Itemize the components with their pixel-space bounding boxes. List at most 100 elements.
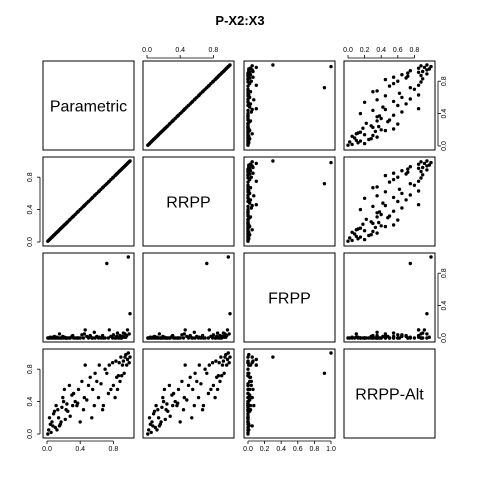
point-rrpp-alt-vs-rrpp	[203, 367, 207, 371]
point-rrpp-alt-vs-rrpp	[148, 422, 152, 426]
point-rrpp-alt-vs-rrpp	[224, 352, 228, 357]
point-frpp-vs-rrpp-alt	[416, 328, 421, 332]
point-rrpp-alt-vs-rrpp	[209, 387, 213, 392]
point-frpp-vs-rrpp-alt	[375, 336, 379, 340]
point-rrpp-alt-vs-frpp	[247, 371, 251, 375]
point-rrpp-alt-vs-rrpp	[156, 408, 160, 412]
point-rrpp-vs-rrpp-alt	[412, 183, 417, 187]
point-frpp-vs-rrpp	[205, 261, 209, 266]
point-parametric-vs-rrpp-alt	[419, 64, 423, 68]
point-rrpp-vs-rrpp-alt	[352, 232, 357, 236]
point-rrpp-vs-rrpp-alt	[375, 185, 379, 189]
point-rrpp-alt-vs-rrpp	[186, 383, 191, 388]
point-rrpp-alt-vs-rrpp	[205, 371, 209, 375]
point-frpp-vs-rrpp-alt	[425, 312, 429, 316]
point-parametric-vs-frpp	[254, 83, 258, 88]
point-rrpp-vs-rrpp-alt	[348, 236, 352, 240]
point-rrpp-vs-rrpp-alt	[408, 193, 412, 197]
panel-frpp-vs-rrpp	[142, 252, 235, 343]
y-tick-label: 0.4	[27, 397, 34, 407]
point-frpp-vs-rrpp-alt	[419, 336, 423, 340]
point-rrpp-vs-frpp	[250, 228, 254, 232]
point-parametric-vs-frpp	[250, 107, 254, 112]
point-frpp-vs-parametric	[126, 255, 130, 259]
point-frpp-vs-rrpp	[225, 333, 229, 338]
point-parametric-vs-rrpp-alt	[350, 142, 354, 147]
point-parametric-vs-rrpp-alt	[406, 74, 410, 79]
point-rrpp-alt-vs-rrpp	[214, 359, 218, 363]
point-frpp-vs-rrpp-alt	[371, 336, 375, 340]
point-rrpp-alt-vs-rrpp	[168, 414, 172, 418]
point-frpp-vs-rrpp-alt	[391, 334, 396, 339]
x-tick-label: 0.2	[260, 446, 270, 453]
point-rrpp-vs-rrpp-alt	[383, 190, 388, 194]
point-parametric-vs-rrpp-alt	[412, 87, 417, 92]
point-rrpp-alt-vs-rrpp	[213, 395, 217, 400]
point-rrpp-alt-vs-rrpp	[225, 357, 230, 362]
point-parametric-vs-rrpp-alt	[362, 133, 367, 137]
point-rrpp-alt-vs-parametric	[99, 382, 103, 386]
point-rrpp-vs-rrpp-alt	[419, 169, 423, 174]
x-tick-label: 0.8	[209, 47, 219, 54]
point-rrpp-alt-vs-rrpp	[156, 416, 161, 420]
point-rrpp-alt-vs-parametric	[78, 420, 82, 424]
point-frpp-vs-parametric	[107, 328, 112, 332]
point-parametric-vs-frpp	[246, 111, 250, 116]
point-parametric-vs-rrpp-alt	[408, 86, 412, 90]
x-tick-label: 0.0	[142, 47, 152, 54]
point-rrpp-alt-vs-rrpp	[180, 379, 184, 384]
point-parametric-vs-rrpp-alt	[358, 111, 363, 116]
point-rrpp-alt-vs-parametric	[86, 383, 91, 388]
point-parametric-vs-rrpp-alt	[387, 118, 392, 122]
point-rrpp-alt-vs-parametric	[97, 363, 102, 367]
point-rrpp-alt-vs-rrpp	[153, 425, 157, 430]
point-rrpp-alt-vs-parametric	[127, 361, 131, 365]
point-rrpp-alt-vs-rrpp	[216, 374, 221, 378]
point-rrpp-alt-vs-frpp	[250, 361, 254, 365]
point-parametric-vs-frpp	[329, 64, 333, 69]
point-rrpp-alt-vs-rrpp	[220, 363, 225, 367]
point-rrpp-vs-rrpp-alt	[381, 201, 385, 205]
point-rrpp-vs-rrpp-alt	[383, 224, 388, 229]
point-frpp-vs-parametric	[81, 336, 86, 340]
point-rrpp-vs-rrpp-alt	[375, 194, 379, 198]
point-parametric-vs-frpp	[246, 91, 250, 96]
point-parametric-vs-rrpp-alt	[396, 79, 400, 83]
point-rrpp-alt-vs-rrpp	[167, 383, 172, 388]
y-tick-label: 0.4	[441, 301, 448, 311]
point-frpp-vs-rrpp-alt	[354, 332, 358, 336]
point-rrpp-alt-vs-rrpp	[206, 391, 211, 396]
point-rrpp-alt-vs-parametric	[81, 408, 86, 412]
point-parametric-vs-rrpp-alt	[400, 110, 404, 114]
point-rrpp-alt-vs-rrpp	[151, 424, 155, 428]
point-parametric-vs-rrpp-alt	[362, 100, 367, 105]
point-rrpp-vs-frpp	[250, 203, 254, 208]
point-parametric-vs-rrpp-alt	[396, 103, 400, 108]
point-rrpp-alt-vs-parametric	[65, 402, 69, 406]
point-parametric-vs-frpp	[250, 132, 254, 136]
x-tick-label: 0.4	[376, 47, 386, 54]
point-rrpp-vs-rrpp-alt	[416, 203, 421, 207]
point-rrpp-vs-frpp	[246, 199, 250, 204]
point-frpp-vs-rrpp	[210, 336, 215, 340]
point-frpp-vs-rrpp-alt	[408, 335, 412, 339]
point-frpp-vs-parametric	[86, 336, 91, 340]
point-rrpp-alt-vs-rrpp	[181, 408, 186, 412]
point-rrpp-alt-vs-parametric	[52, 409, 57, 413]
point-rrpp-alt-vs-frpp	[246, 361, 250, 365]
point-rrpp-vs-rrpp-alt	[425, 168, 429, 172]
point-parametric-vs-rrpp-alt	[371, 108, 375, 113]
point-rrpp-vs-rrpp-alt	[400, 169, 404, 173]
point-frpp-vs-rrpp	[157, 332, 162, 336]
point-parametric-vs-rrpp-alt	[354, 138, 358, 142]
point-rrpp-vs-rrpp-alt	[391, 171, 396, 175]
point-rrpp-vs-rrpp-alt	[416, 162, 421, 166]
point-parametric-vs-rrpp-alt	[421, 77, 425, 81]
point-rrpp-alt-vs-parametric	[66, 409, 70, 413]
point-rrpp-alt-vs-parametric	[50, 420, 54, 424]
point-rrpp-vs-rrpp-alt	[362, 229, 367, 233]
point-rrpp-alt-vs-rrpp	[152, 409, 157, 413]
point-rrpp-alt-vs-rrpp	[221, 359, 226, 363]
point-rrpp-vs-rrpp-alt	[346, 239, 350, 243]
point-rrpp-vs-rrpp-alt	[369, 220, 373, 224]
